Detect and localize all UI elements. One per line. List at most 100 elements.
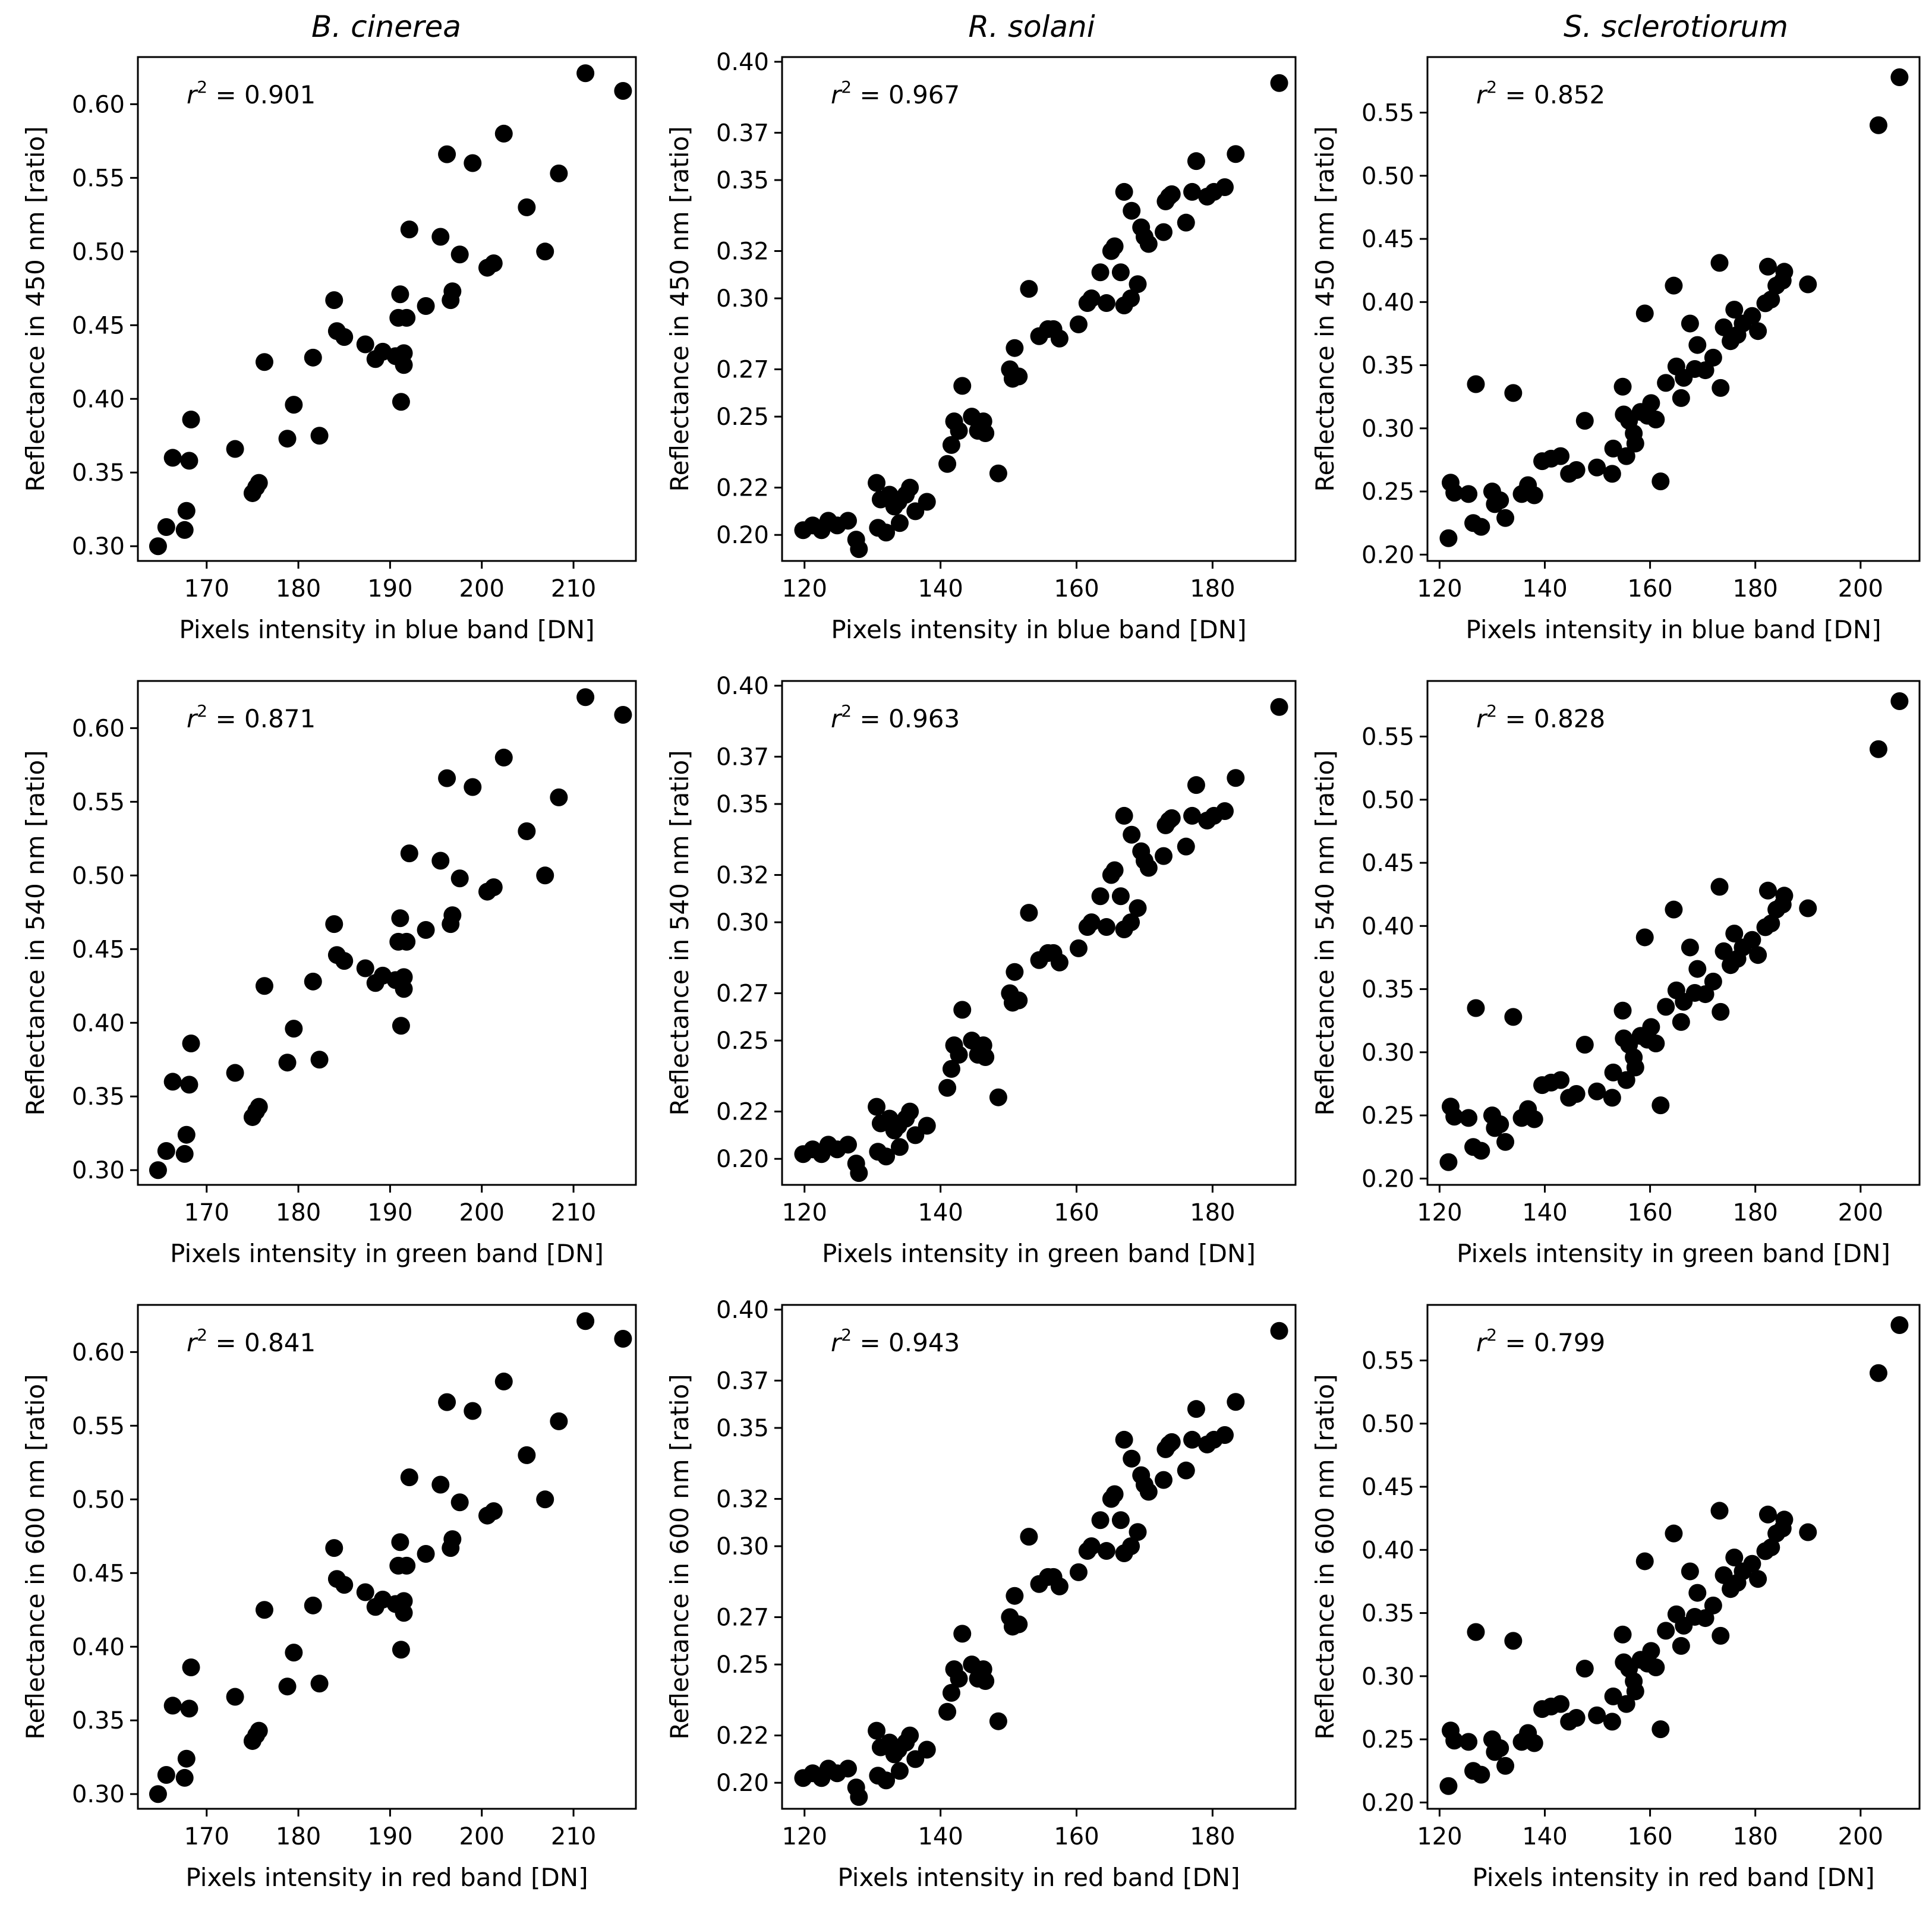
- scatter-point: [1010, 1615, 1028, 1634]
- scatter-point: [942, 1059, 960, 1078]
- scatter-point: [1069, 315, 1088, 333]
- scatter-point: [1749, 946, 1767, 964]
- scatter-point: [398, 308, 416, 327]
- scatter-point: [1439, 529, 1458, 547]
- scatter-point: [1552, 447, 1570, 465]
- panel-r0-c2-y-tick-label: 0.55: [1361, 100, 1414, 127]
- scatter-point: [1567, 1084, 1586, 1103]
- panel-r2-c2-x-tick-label: 200: [1838, 1823, 1883, 1850]
- scatter-point: [325, 291, 343, 310]
- panel-r2-c0-x-tick-label: 210: [551, 1823, 596, 1850]
- panel-r1-c1-y-tick-label: 0.35: [716, 791, 769, 818]
- scatter-point: [450, 1493, 469, 1512]
- panel-r1-c2-frame: [1426, 680, 1921, 1186]
- scatter-point: [1647, 1658, 1665, 1676]
- panels-group: 170 180 190 200 210 0.30 0.35 0.40 0.45 0.50 0.55 0…: [21, 49, 1921, 1892]
- panel-r1-c0-y-axis-label: Reflectance in 540 nm [ratio]: [21, 750, 50, 1115]
- scatter-point: [417, 1545, 435, 1563]
- scatter-point: [325, 915, 343, 934]
- scatter-point: [285, 1644, 303, 1662]
- scatter-point: [1069, 939, 1088, 957]
- scatter-point: [1603, 1089, 1621, 1107]
- scatter-point: [157, 518, 175, 536]
- scatter-point: [335, 952, 354, 970]
- panel-r0-c1-x-tick-label: 140: [918, 575, 963, 603]
- scatter-point: [901, 1102, 919, 1121]
- scatter-point: [310, 1675, 329, 1693]
- scatter-point: [175, 521, 194, 539]
- scatter-point: [278, 1677, 297, 1696]
- scatter-point: [157, 1141, 175, 1160]
- scatter-point: [1496, 1133, 1515, 1151]
- scatter-point: [304, 972, 322, 991]
- panel-r2-c0-frame: [137, 1304, 637, 1810]
- panel-r2-c0-y-tick-label: 0.40: [72, 1634, 125, 1661]
- scatter-point: [518, 822, 536, 840]
- scatter-point: [550, 164, 568, 182]
- column-title-r-solani: R. solani: [968, 10, 1095, 44]
- panel-r2-c0-x-tick-label: 180: [276, 1823, 321, 1850]
- panel-r1-c2-x-tick-label: 120: [1417, 1199, 1462, 1226]
- scatter-point: [1652, 1096, 1670, 1115]
- panel-r1-c2-y-tick-label: 0.40: [1361, 913, 1414, 940]
- scatter-point: [438, 769, 456, 787]
- scatter-point: [1704, 1596, 1722, 1614]
- panel-r0-c0-frame: [137, 56, 637, 562]
- scatter-point: [890, 1138, 909, 1156]
- panel-r0-c1-points: [794, 74, 1288, 559]
- scatter-point: [1657, 1622, 1675, 1640]
- scatter-point: [395, 1604, 413, 1622]
- scatter-point: [918, 1740, 936, 1759]
- scatter-point: [278, 430, 297, 448]
- panel-r0-c2-y-tick-label: 0.35: [1361, 352, 1414, 380]
- scatter-point: [1869, 116, 1887, 134]
- scatter-point: [1657, 998, 1675, 1016]
- scatter-point: [1123, 825, 1141, 844]
- scatter-point: [180, 1699, 198, 1718]
- scatter-point: [1215, 178, 1234, 196]
- panel-r0-c0-x-tick-label: 180: [276, 575, 321, 603]
- scatter-point: [1445, 484, 1464, 502]
- scatter-point: [1227, 145, 1245, 163]
- scatter-point: [182, 1034, 200, 1052]
- panel-r1-c0-x-tick-label: 210: [551, 1199, 596, 1226]
- panel-r2-c2-y-tick-label: 0.55: [1361, 1348, 1414, 1375]
- scatter-point: [536, 1490, 554, 1509]
- scatter-point: [182, 410, 200, 428]
- panel-r0-c2-x-tick-label: 140: [1522, 575, 1567, 603]
- panel-r0-c1-y-tick-label: 0.20: [716, 522, 769, 549]
- scatter-point: [250, 1098, 268, 1116]
- scatter-point: [1743, 931, 1761, 949]
- panel-r2-c2-x-tick-label: 140: [1522, 1823, 1567, 1850]
- scatter-point: [1460, 1733, 1478, 1751]
- panel-r1-c2: 120 140 160 180 200 0.20 0.25 0.30 0.35 0.40 0.45 0…: [1310, 680, 1921, 1268]
- scatter-point: [255, 353, 273, 371]
- scatter-point: [536, 242, 554, 261]
- scatter-point: [443, 1530, 462, 1549]
- panel-r2-c0: 170 180 190 200 210 0.30 0.35 0.40 0.45 0.50 0.55 0…: [21, 1304, 637, 1892]
- panel-r0-c1-y-tick-label: 0.30: [716, 285, 769, 313]
- panel-r2-c1-x-tick-label: 180: [1190, 1823, 1235, 1850]
- scatter-point: [175, 1768, 194, 1787]
- scatter-point: [953, 1001, 972, 1019]
- scatter-point: [1681, 1562, 1699, 1581]
- scatter-point: [1575, 412, 1594, 430]
- panel-r2-c0-y-tick-label: 0.55: [72, 1412, 125, 1440]
- panel-r0-c2-r2-annotation: r2 = 0.852: [1476, 77, 1605, 109]
- scatter-point: [285, 1020, 303, 1038]
- scatter-point: [989, 1088, 1007, 1106]
- scatter-point: [1642, 1018, 1660, 1036]
- scatter-point: [356, 335, 374, 354]
- scatter-point: [1710, 1502, 1729, 1520]
- panel-r1-c0-frame: [137, 680, 637, 1186]
- scatter-point: [1773, 272, 1792, 290]
- scatter-point: [1758, 1505, 1777, 1524]
- scatter-point: [464, 1402, 482, 1420]
- scatter-point: [443, 282, 462, 301]
- panel-r0-c1-x-axis-label: Pixels intensity in blue band [DN]: [831, 615, 1246, 644]
- scatter-point: [1129, 275, 1147, 294]
- scatter-point: [1714, 942, 1733, 960]
- scatter-point: [163, 1073, 182, 1091]
- scatter-point: [1122, 1537, 1140, 1556]
- scatter-point: [1105, 1485, 1124, 1503]
